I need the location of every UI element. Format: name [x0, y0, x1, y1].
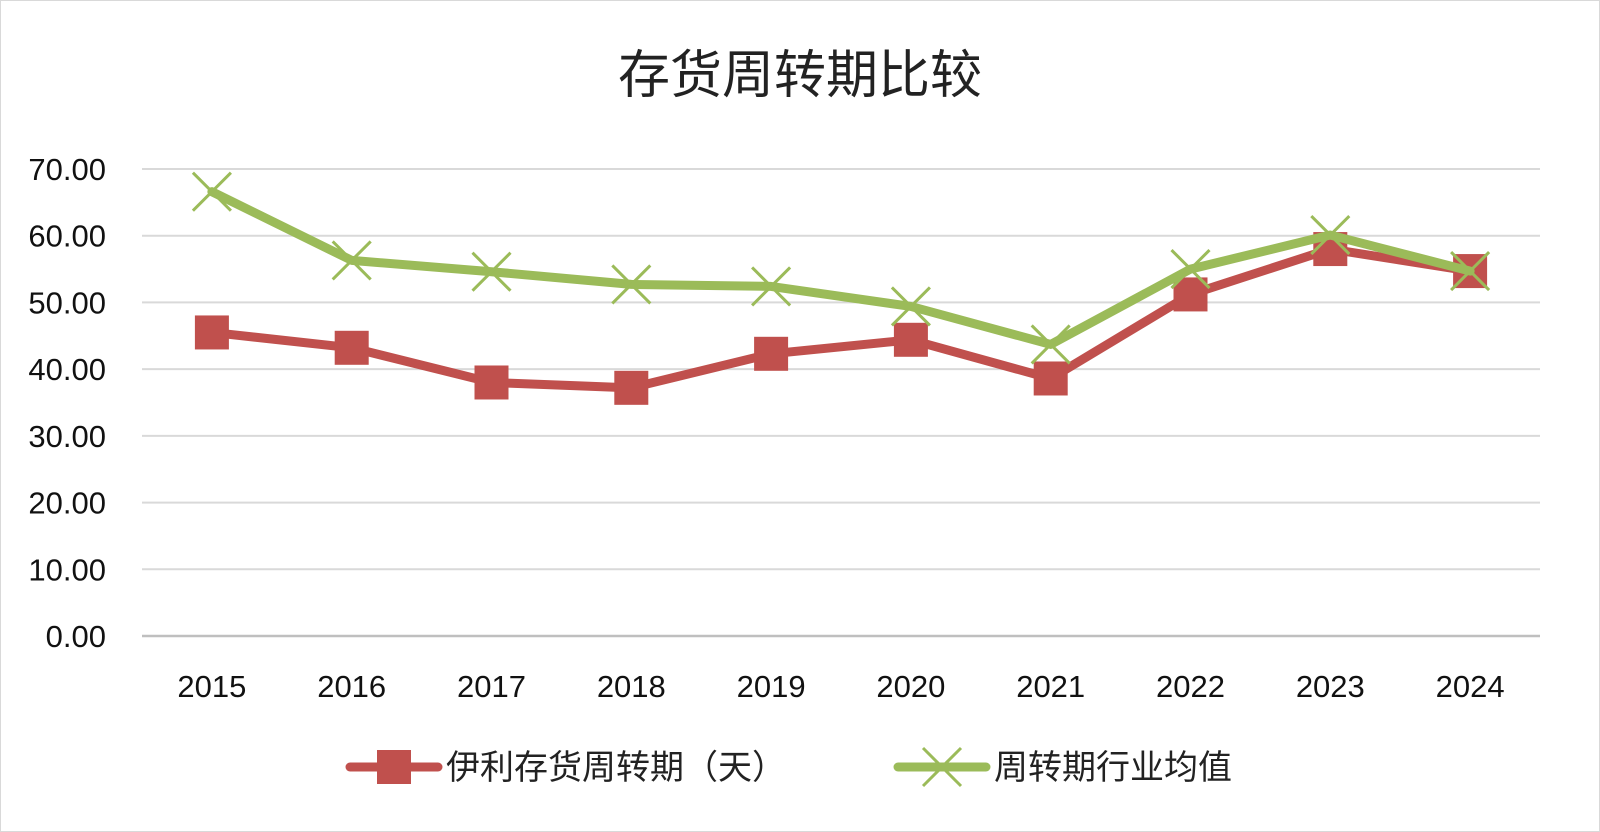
y-tick-label: 50.00	[28, 285, 106, 320]
y-tick-label: 40.00	[28, 352, 106, 387]
marker-stroke	[1170, 249, 1211, 290]
legend-label: 伊利存货周转期（天）	[446, 748, 786, 788]
data-point-x	[890, 286, 931, 327]
y-tick-label: 0.00	[46, 619, 106, 654]
x-tick-label: 2023	[1296, 669, 1365, 704]
marker-stroke	[191, 171, 232, 212]
y-tick-label: 20.00	[28, 486, 106, 521]
x-axis-ticks: 2015 2016 2017 2018 2019 2020 2021 2022 2023 2024	[177, 669, 1504, 704]
series-line	[207, 244, 1475, 393]
y-axis-ticks: 0.00 10.00 20.00 30.00 40.00 50.00 60.00 70.00	[28, 152, 106, 654]
data-point-x	[471, 251, 512, 292]
legend-item-yili: 伊利存货周转期（天）	[345, 748, 786, 788]
data-point-square	[754, 336, 789, 371]
marker-stroke	[331, 240, 372, 281]
y-tick-label: 70.00	[28, 152, 106, 187]
legend-label: 周转期行业均值	[994, 748, 1232, 788]
marker-stroke	[471, 251, 512, 292]
data-point-x	[611, 264, 652, 305]
data-point-square	[1033, 361, 1068, 396]
data-point-x	[1450, 251, 1491, 292]
data-point-x	[751, 266, 792, 307]
data-point-square	[893, 322, 928, 357]
series-line	[207, 187, 1475, 349]
data-point-square	[194, 315, 229, 350]
legend-item-industry-average: 周转期行业均值	[893, 746, 1232, 788]
x-tick-label: 2016	[317, 669, 386, 704]
series-yili	[194, 232, 1488, 405]
data-point-x	[331, 240, 372, 281]
data-point-x	[1170, 249, 1211, 290]
x-tick-label: 2019	[737, 669, 806, 704]
y-tick-label: 10.00	[28, 552, 106, 587]
marker-stroke	[890, 286, 931, 327]
marker-stroke	[751, 266, 792, 307]
marker-stroke	[1310, 214, 1351, 256]
y-tick-label: 60.00	[28, 219, 106, 254]
x-tick-label: 2017	[457, 669, 526, 704]
series-industry-average	[191, 171, 1491, 365]
y-tick-label: 30.00	[28, 419, 106, 454]
x-tick-label: 2022	[1156, 669, 1225, 704]
marker-stroke	[1450, 251, 1491, 292]
grid-lines	[142, 168, 1540, 638]
x-tick-label: 2020	[876, 669, 945, 704]
legend-marker-square	[377, 750, 411, 784]
data-point-square	[1173, 277, 1208, 312]
marker-stroke	[921, 746, 963, 788]
marker-stroke	[611, 264, 652, 305]
data-point-square	[474, 365, 509, 400]
data-point-x	[1310, 214, 1351, 256]
data-point-x	[1030, 324, 1071, 365]
x-tick-label: 2015	[177, 669, 246, 704]
marker-stroke	[1030, 324, 1071, 365]
x-tick-label: 2018	[597, 669, 666, 704]
legend-marker-x	[921, 746, 963, 788]
series-group	[191, 171, 1491, 405]
x-tick-label: 2021	[1016, 669, 1085, 704]
data-point-square	[614, 370, 649, 405]
legend: 伊利存货周转期（天） 周转期行业均值	[345, 746, 1232, 788]
x-tick-label: 2024	[1436, 669, 1505, 704]
chart-title: 存货周转期比较	[618, 46, 982, 106]
data-point-x	[191, 171, 232, 212]
data-point-square	[334, 330, 369, 365]
